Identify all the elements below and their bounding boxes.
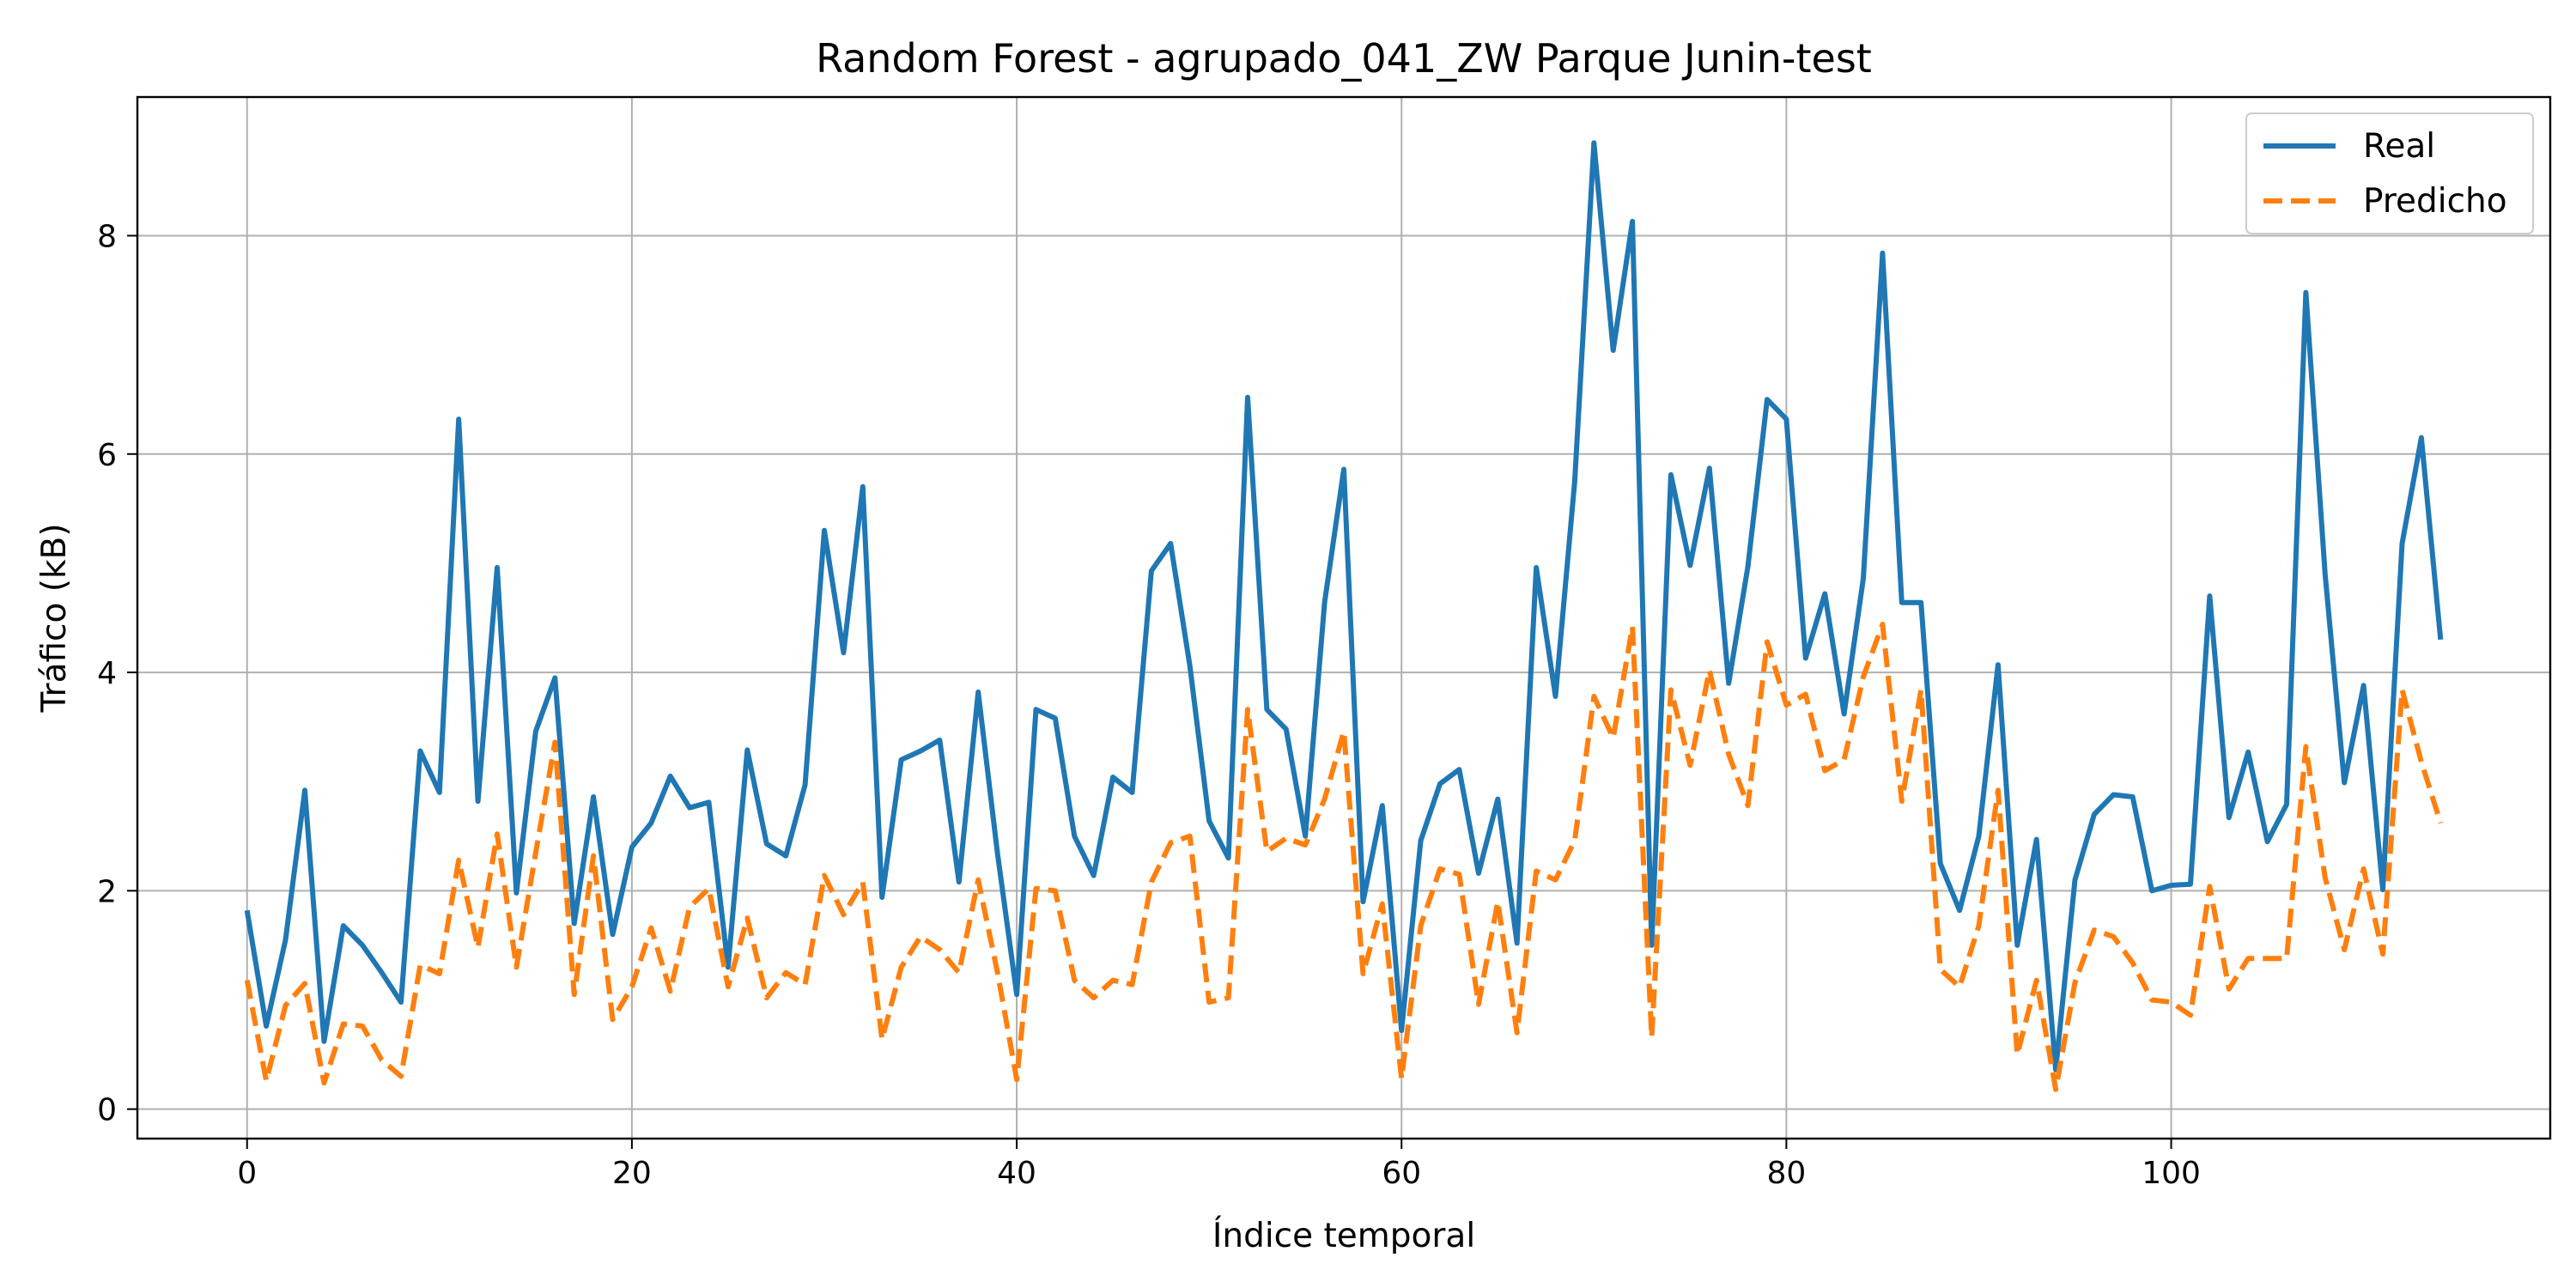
- y-tick-label: 2: [97, 874, 117, 909]
- x-tick-label: 80: [1766, 1156, 1806, 1191]
- x-tick-label: 100: [2142, 1156, 2201, 1191]
- y-axis-label: Tráfico (kB): [35, 523, 74, 713]
- chart-title: Random Forest - agrupado_041_ZW Parque J…: [816, 35, 1872, 82]
- series-line-predicho: [244, 622, 2444, 1092]
- axes-frame: [136, 95, 2552, 1140]
- ticks: 0 20 40 60 80 100 0 2 4 6 8: [97, 219, 2201, 1191]
- y-tick-label: 6: [97, 438, 117, 473]
- x-tick-label: 60: [1382, 1156, 1421, 1191]
- y-tick-label: 0: [97, 1093, 117, 1128]
- legend: Real Predicho: [2245, 112, 2534, 234]
- legend-label-real: Real: [2363, 127, 2435, 166]
- series-layer: [244, 140, 2444, 1092]
- legend-label-predicho: Predicho: [2363, 182, 2507, 221]
- x-tick-label: 0: [237, 1156, 257, 1191]
- y-tick-label: 4: [97, 656, 117, 691]
- series-line-real: [244, 140, 2444, 1072]
- x-axis-label: Índice temporal: [1212, 1215, 1475, 1255]
- x-tick-label: 20: [612, 1156, 652, 1191]
- y-tick-label: 8: [97, 219, 117, 254]
- x-tick-label: 40: [997, 1156, 1036, 1191]
- grid-lines: [137, 97, 2550, 1139]
